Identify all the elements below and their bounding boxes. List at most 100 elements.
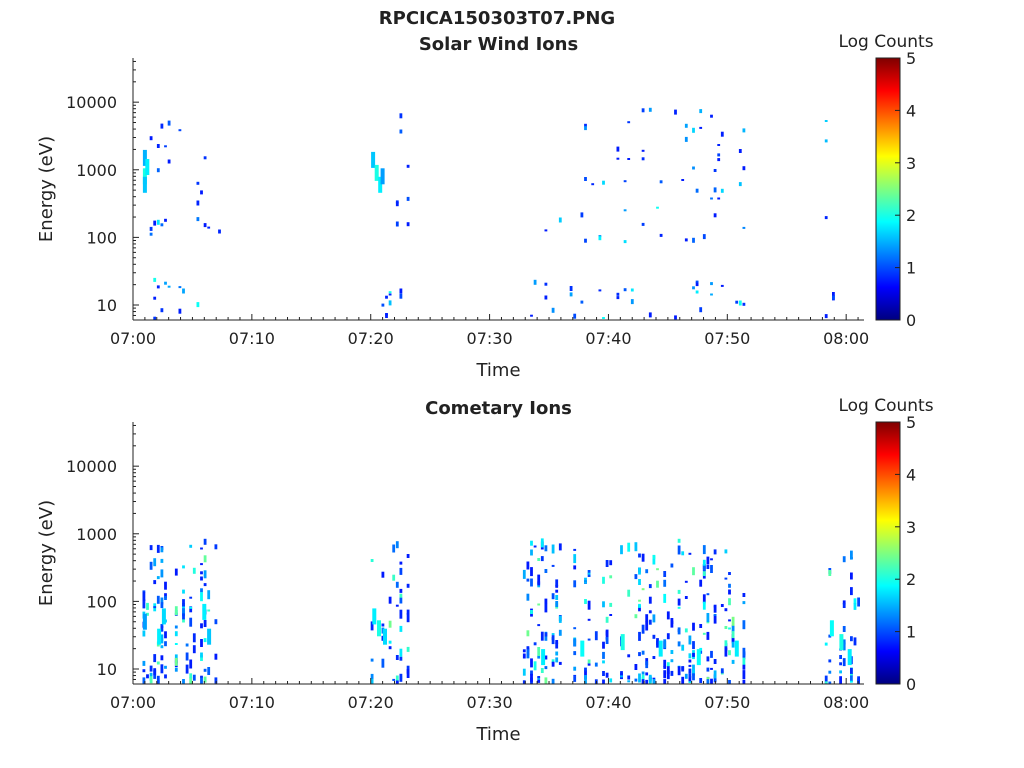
heatmap-cell [728,572,731,575]
heatmap-cell [544,632,548,637]
heatmap-cell [677,627,681,635]
heatmap-cell [710,293,713,296]
heatmap-cell [395,655,399,660]
heatmap-cell [160,547,164,553]
heatmap-cell [406,164,410,168]
heatmap-cell [663,670,667,679]
heatmap-cell [645,661,649,669]
heatmap-cell [688,676,692,682]
heatmap-cell [214,544,218,550]
heatmap-cell [710,667,713,670]
heatmap-cell [522,680,526,684]
heatmap-cell [681,179,685,181]
heatmap-cell [641,679,645,684]
heatmap-cell [656,580,659,588]
heatmap-cell [395,604,399,607]
heatmap-cell [735,300,739,304]
heatmap-cell [666,666,670,674]
heatmap-cell [406,646,410,652]
heatmap-cell [638,579,641,585]
heatmap-cell [695,188,699,193]
heatmap-cell [388,640,392,644]
heatmap-cell [850,667,853,674]
heatmap-cell [717,144,721,146]
heatmap-cell [160,558,164,563]
heatmap-cell [160,664,164,674]
heatmap-cell [555,601,559,607]
heatmap-cell [406,583,410,588]
heatmap-cell [702,601,706,610]
heatmap-cell [839,670,842,674]
heatmap-cell [203,223,207,228]
heatmap-cell [551,635,555,645]
heatmap-cell [160,655,164,661]
y-tick-label: 1000 [76,161,117,180]
heatmap-cell [605,629,609,636]
y-tick-label: 100 [86,228,117,247]
heatmap-cell [399,609,403,619]
heatmap-cell [174,625,178,629]
heatmap-cell [381,623,385,627]
heatmap-cell [380,168,385,185]
heatmap-cell [666,670,670,680]
heatmap-cell [146,674,149,679]
heatmap-cell [395,675,399,684]
heatmap-cell [850,672,853,682]
heatmap-cell [602,576,605,584]
heatmap-cell [558,217,562,223]
heatmap-cell [720,284,724,287]
heatmap-cell [663,579,667,587]
heatmap-cell [598,235,602,238]
heatmap-cell [406,554,410,558]
heatmap-cell [533,642,537,646]
heatmap-cell [526,561,530,570]
heatmap-cell [537,647,541,656]
heatmap-cell [178,308,182,314]
heatmap-cell [399,673,403,682]
heatmap-cell [684,673,688,679]
heatmap-cell [738,300,742,306]
heatmap-cell [839,676,842,684]
heatmap-cell [371,151,376,168]
heatmap-cell [684,580,688,583]
heatmap-cell [174,667,178,672]
colorbar-tick-label: 1 [906,623,916,642]
heatmap-cell [569,292,573,297]
heatmap-cell [645,621,649,631]
heatmap-cell [399,588,403,593]
heatmap-cell [192,645,196,654]
colorbar-gradient [875,57,901,321]
heatmap-cell [156,285,160,289]
heatmap-cell [728,598,731,606]
heatmap-cell [157,628,162,645]
heatmap-cell [200,571,203,575]
heatmap-cell [377,620,381,637]
heatmap-cell [648,584,652,589]
heatmap-cell [634,542,638,552]
heatmap-cell [681,666,685,671]
heatmap-cell [850,550,853,560]
heatmap-cell [149,561,153,570]
heatmap-cell [164,665,167,669]
heatmap-cell [641,588,645,591]
heatmap-cell [663,571,667,577]
heatmap-cell [544,545,548,552]
heatmap-cell [142,168,147,185]
heatmap-cell [627,589,631,597]
heatmap-cell [558,629,562,636]
heatmap-cell [634,614,638,619]
heatmap-cell [824,216,828,220]
heatmap-cell [185,664,189,674]
heatmap-cell [670,620,674,628]
heatmap-cell [623,240,627,244]
heatmap-cell [663,593,667,603]
heatmap-cell [742,226,746,229]
heatmap-cell [702,559,706,567]
heatmap-cell [537,603,541,606]
heatmap-cell [731,659,735,664]
heatmap-cell [200,190,203,195]
panel-title: Cometary Ions [425,398,572,419]
heatmap-cell [674,315,677,320]
y-tick-label: 10 [97,660,117,679]
